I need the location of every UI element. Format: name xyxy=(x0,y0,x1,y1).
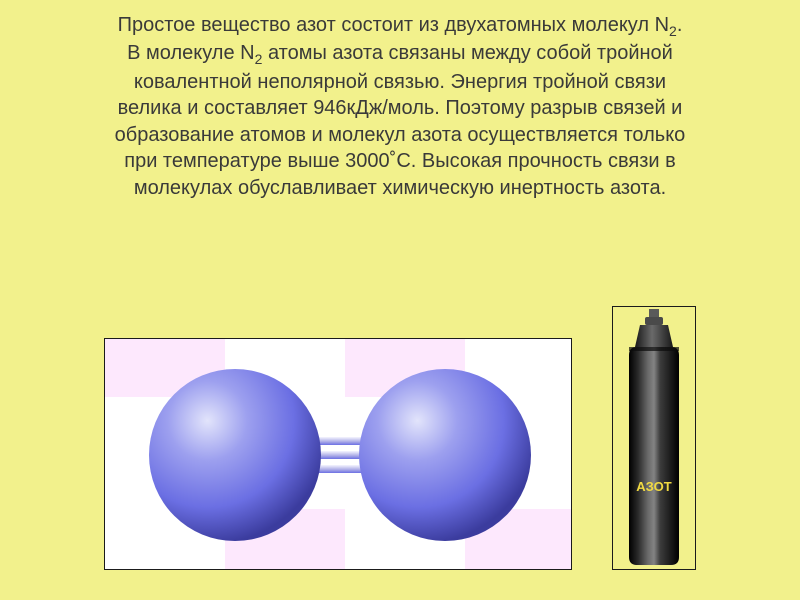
line-1b: . xyxy=(677,14,683,36)
line-2b: атомы азота связаны между собой тройной xyxy=(262,42,672,64)
line-6: при температуре выше 3000˚С. Высокая про… xyxy=(124,150,676,172)
figures-row: АЗОТ xyxy=(0,306,800,570)
gas-cylinder-image: АЗОТ xyxy=(612,306,696,570)
line-7: молекулах обуславливает химическую инерт… xyxy=(134,177,666,199)
atom-left xyxy=(149,369,321,541)
valve-collar xyxy=(645,317,663,325)
cap-ring xyxy=(629,347,679,351)
line-5: образование атомов и молекул азота осуще… xyxy=(115,124,686,146)
molecule-svg xyxy=(105,339,571,569)
slide: Простое вещество азот состоит из двухато… xyxy=(0,0,800,600)
atom-right xyxy=(359,369,531,541)
cap xyxy=(635,325,673,347)
tank-svg: АЗОТ xyxy=(613,307,695,569)
molecule-diagram xyxy=(104,338,572,570)
cylinder-body xyxy=(629,347,679,565)
line-4: велика и составляет 946кДж/моль. Поэтому… xyxy=(118,97,683,119)
line-2a: В молекуле N xyxy=(127,42,254,64)
cylinder-label: АЗОТ xyxy=(636,479,671,494)
body-text: Простое вещество азот состоит из двухато… xyxy=(24,12,776,201)
sub-1: 2 xyxy=(669,23,677,39)
line-1a: Простое вещество азот состоит из двухато… xyxy=(118,14,669,36)
line-3: ковалентной неполярной связью. Энергия т… xyxy=(134,71,666,93)
